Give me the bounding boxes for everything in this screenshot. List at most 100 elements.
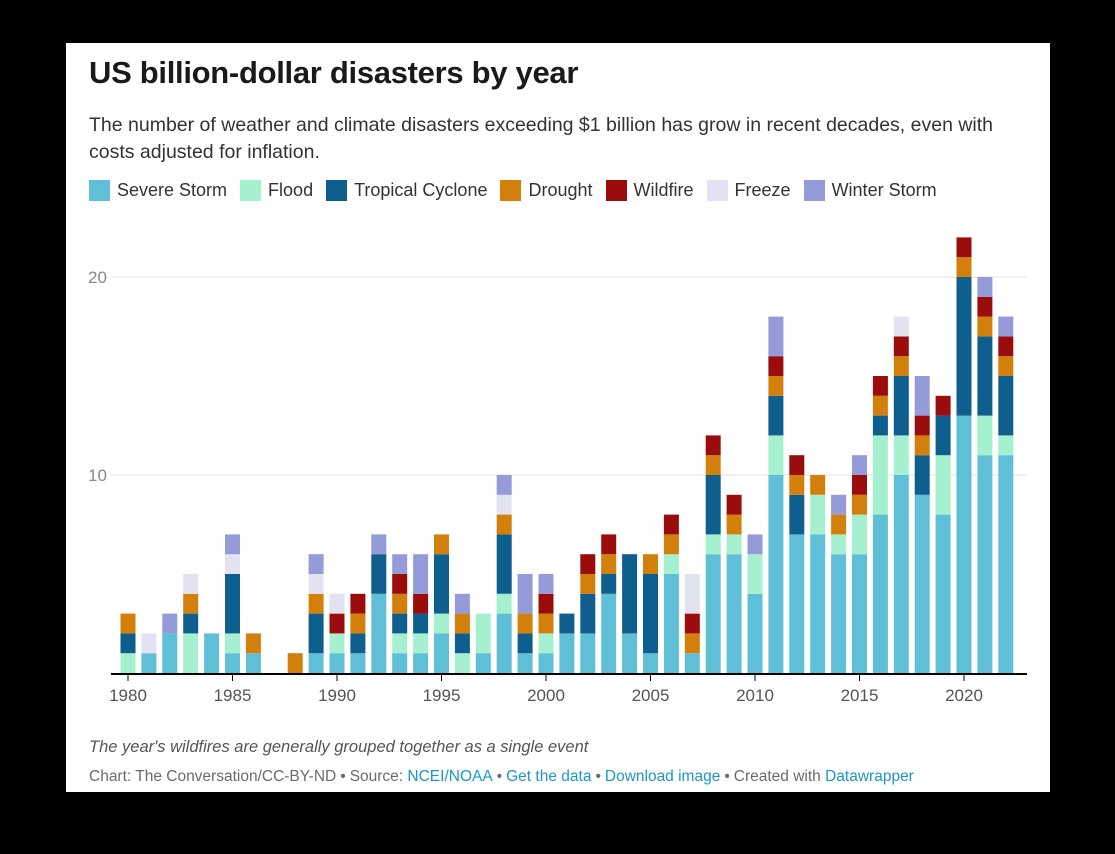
bar-2004-tropical-cyclone[interactable] [622, 554, 638, 634]
bar-1983-freeze[interactable] [183, 574, 199, 594]
bar-1992-severe-storm[interactable] [371, 593, 387, 673]
bar-2011-drought[interactable] [768, 376, 784, 396]
bar-2018-severe-storm[interactable] [914, 494, 930, 673]
bar-2011-wildfire[interactable] [768, 356, 784, 376]
bar-2003-drought[interactable] [601, 554, 617, 574]
bar-1989-drought[interactable] [308, 593, 324, 614]
bar-2007-wildfire[interactable] [684, 613, 700, 634]
bar-1989-winter-storm[interactable] [308, 554, 324, 574]
bar-1996-winter-storm[interactable] [454, 593, 470, 614]
bar-2020-drought[interactable] [956, 257, 972, 277]
bar-2017-flood[interactable] [893, 435, 909, 475]
bar-1996-tropical-cyclone[interactable] [454, 633, 470, 654]
bar-2007-freeze[interactable] [684, 574, 700, 614]
bar-2018-wildfire[interactable] [914, 415, 930, 436]
bar-1994-tropical-cyclone[interactable] [413, 613, 429, 634]
bar-2005-severe-storm[interactable] [643, 653, 658, 673]
bar-1989-severe-storm[interactable] [308, 653, 324, 673]
bar-1994-wildfire[interactable] [413, 593, 429, 614]
bar-2012-wildfire[interactable] [789, 455, 805, 475]
bar-1983-flood[interactable] [183, 633, 199, 673]
bar-1995-flood[interactable] [434, 613, 449, 634]
bar-2022-severe-storm[interactable] [998, 455, 1014, 673]
bar-2009-wildfire[interactable] [726, 494, 742, 515]
bar-2001-tropical-cyclone[interactable] [559, 613, 575, 634]
bar-1988-drought[interactable] [287, 653, 303, 673]
bar-2021-flood[interactable] [977, 415, 993, 456]
bar-1990-freeze[interactable] [329, 593, 345, 614]
bar-2003-severe-storm[interactable] [601, 593, 617, 673]
bar-2003-wildfire[interactable] [601, 534, 617, 555]
bar-1993-wildfire[interactable] [392, 574, 408, 594]
bar-2020-wildfire[interactable] [956, 237, 972, 258]
bar-2021-wildfire[interactable] [977, 296, 993, 317]
bar-1998-freeze[interactable] [496, 494, 512, 515]
bar-1989-freeze[interactable] [308, 574, 324, 594]
bar-2000-wildfire[interactable] [538, 593, 554, 614]
bar-1990-flood[interactable] [329, 633, 345, 654]
bar-2018-winter-storm[interactable] [914, 376, 930, 416]
bar-2004-severe-storm[interactable] [622, 633, 638, 673]
bar-2016-tropical-cyclone[interactable] [872, 415, 888, 436]
bar-1980-flood[interactable] [120, 653, 136, 673]
get-data-link[interactable]: Get the data [506, 768, 592, 785]
bar-2017-severe-storm[interactable] [893, 475, 909, 673]
bar-1997-severe-storm[interactable] [475, 653, 491, 673]
source-link[interactable]: NCEI/NOAA [407, 768, 493, 785]
bar-2011-flood[interactable] [768, 435, 784, 475]
bar-1995-severe-storm[interactable] [434, 633, 449, 673]
datawrapper-link[interactable]: Datawrapper [825, 768, 914, 785]
bar-1986-drought[interactable] [245, 633, 261, 654]
bar-1999-winter-storm[interactable] [517, 574, 533, 614]
bar-2020-tropical-cyclone[interactable] [956, 277, 972, 416]
bar-1996-drought[interactable] [454, 613, 470, 634]
bar-2021-drought[interactable] [977, 316, 993, 337]
bar-2012-severe-storm[interactable] [789, 534, 805, 673]
bar-2019-wildfire[interactable] [935, 395, 951, 416]
bar-1995-tropical-cyclone[interactable] [434, 554, 449, 614]
bar-1989-tropical-cyclone[interactable] [308, 613, 324, 654]
bar-1982-winter-storm[interactable] [162, 613, 178, 634]
bar-1996-flood[interactable] [454, 653, 470, 673]
bar-2018-drought[interactable] [914, 435, 930, 456]
bar-2012-tropical-cyclone[interactable] [789, 494, 805, 535]
bar-1981-freeze[interactable] [141, 633, 157, 654]
bar-2020-severe-storm[interactable] [956, 415, 972, 673]
bar-2016-flood[interactable] [872, 435, 888, 515]
bar-1991-drought[interactable] [350, 613, 366, 634]
bar-1985-winter-storm[interactable] [225, 534, 240, 555]
bar-2013-drought[interactable] [810, 475, 826, 495]
bar-1993-winter-storm[interactable] [392, 554, 408, 574]
bar-1980-drought[interactable] [120, 613, 136, 634]
bar-1985-flood[interactable] [225, 633, 240, 654]
bar-2016-wildfire[interactable] [872, 376, 888, 396]
bar-2006-wildfire[interactable] [663, 514, 679, 535]
bar-2011-severe-storm[interactable] [768, 475, 784, 673]
bar-1995-drought[interactable] [434, 534, 449, 555]
bar-2022-drought[interactable] [998, 356, 1014, 376]
bar-1998-drought[interactable] [496, 514, 512, 535]
bar-2008-drought[interactable] [705, 455, 721, 475]
bar-2014-winter-storm[interactable] [831, 494, 847, 515]
bar-2017-tropical-cyclone[interactable] [893, 376, 909, 436]
bar-2008-wildfire[interactable] [705, 435, 721, 456]
bar-1998-tropical-cyclone[interactable] [496, 534, 512, 594]
bar-1998-flood[interactable] [496, 593, 512, 614]
bar-2002-wildfire[interactable] [580, 554, 596, 574]
bar-2014-drought[interactable] [831, 514, 847, 535]
bar-2016-severe-storm[interactable] [872, 514, 888, 673]
bar-1983-drought[interactable] [183, 593, 199, 614]
bar-2002-tropical-cyclone[interactable] [580, 593, 596, 634]
bar-2006-severe-storm[interactable] [663, 574, 679, 673]
bar-2009-severe-storm[interactable] [726, 554, 742, 673]
bar-2005-tropical-cyclone[interactable] [643, 574, 658, 654]
bar-1985-tropical-cyclone[interactable] [225, 574, 240, 634]
bar-2011-winter-storm[interactable] [768, 316, 784, 357]
bar-2009-drought[interactable] [726, 514, 742, 535]
bar-2006-drought[interactable] [663, 534, 679, 555]
bar-2022-tropical-cyclone[interactable] [998, 376, 1014, 436]
bar-2008-severe-storm[interactable] [705, 554, 721, 673]
bar-2008-flood[interactable] [705, 534, 721, 555]
bar-1991-tropical-cyclone[interactable] [350, 633, 366, 654]
bar-1993-severe-storm[interactable] [392, 653, 408, 673]
